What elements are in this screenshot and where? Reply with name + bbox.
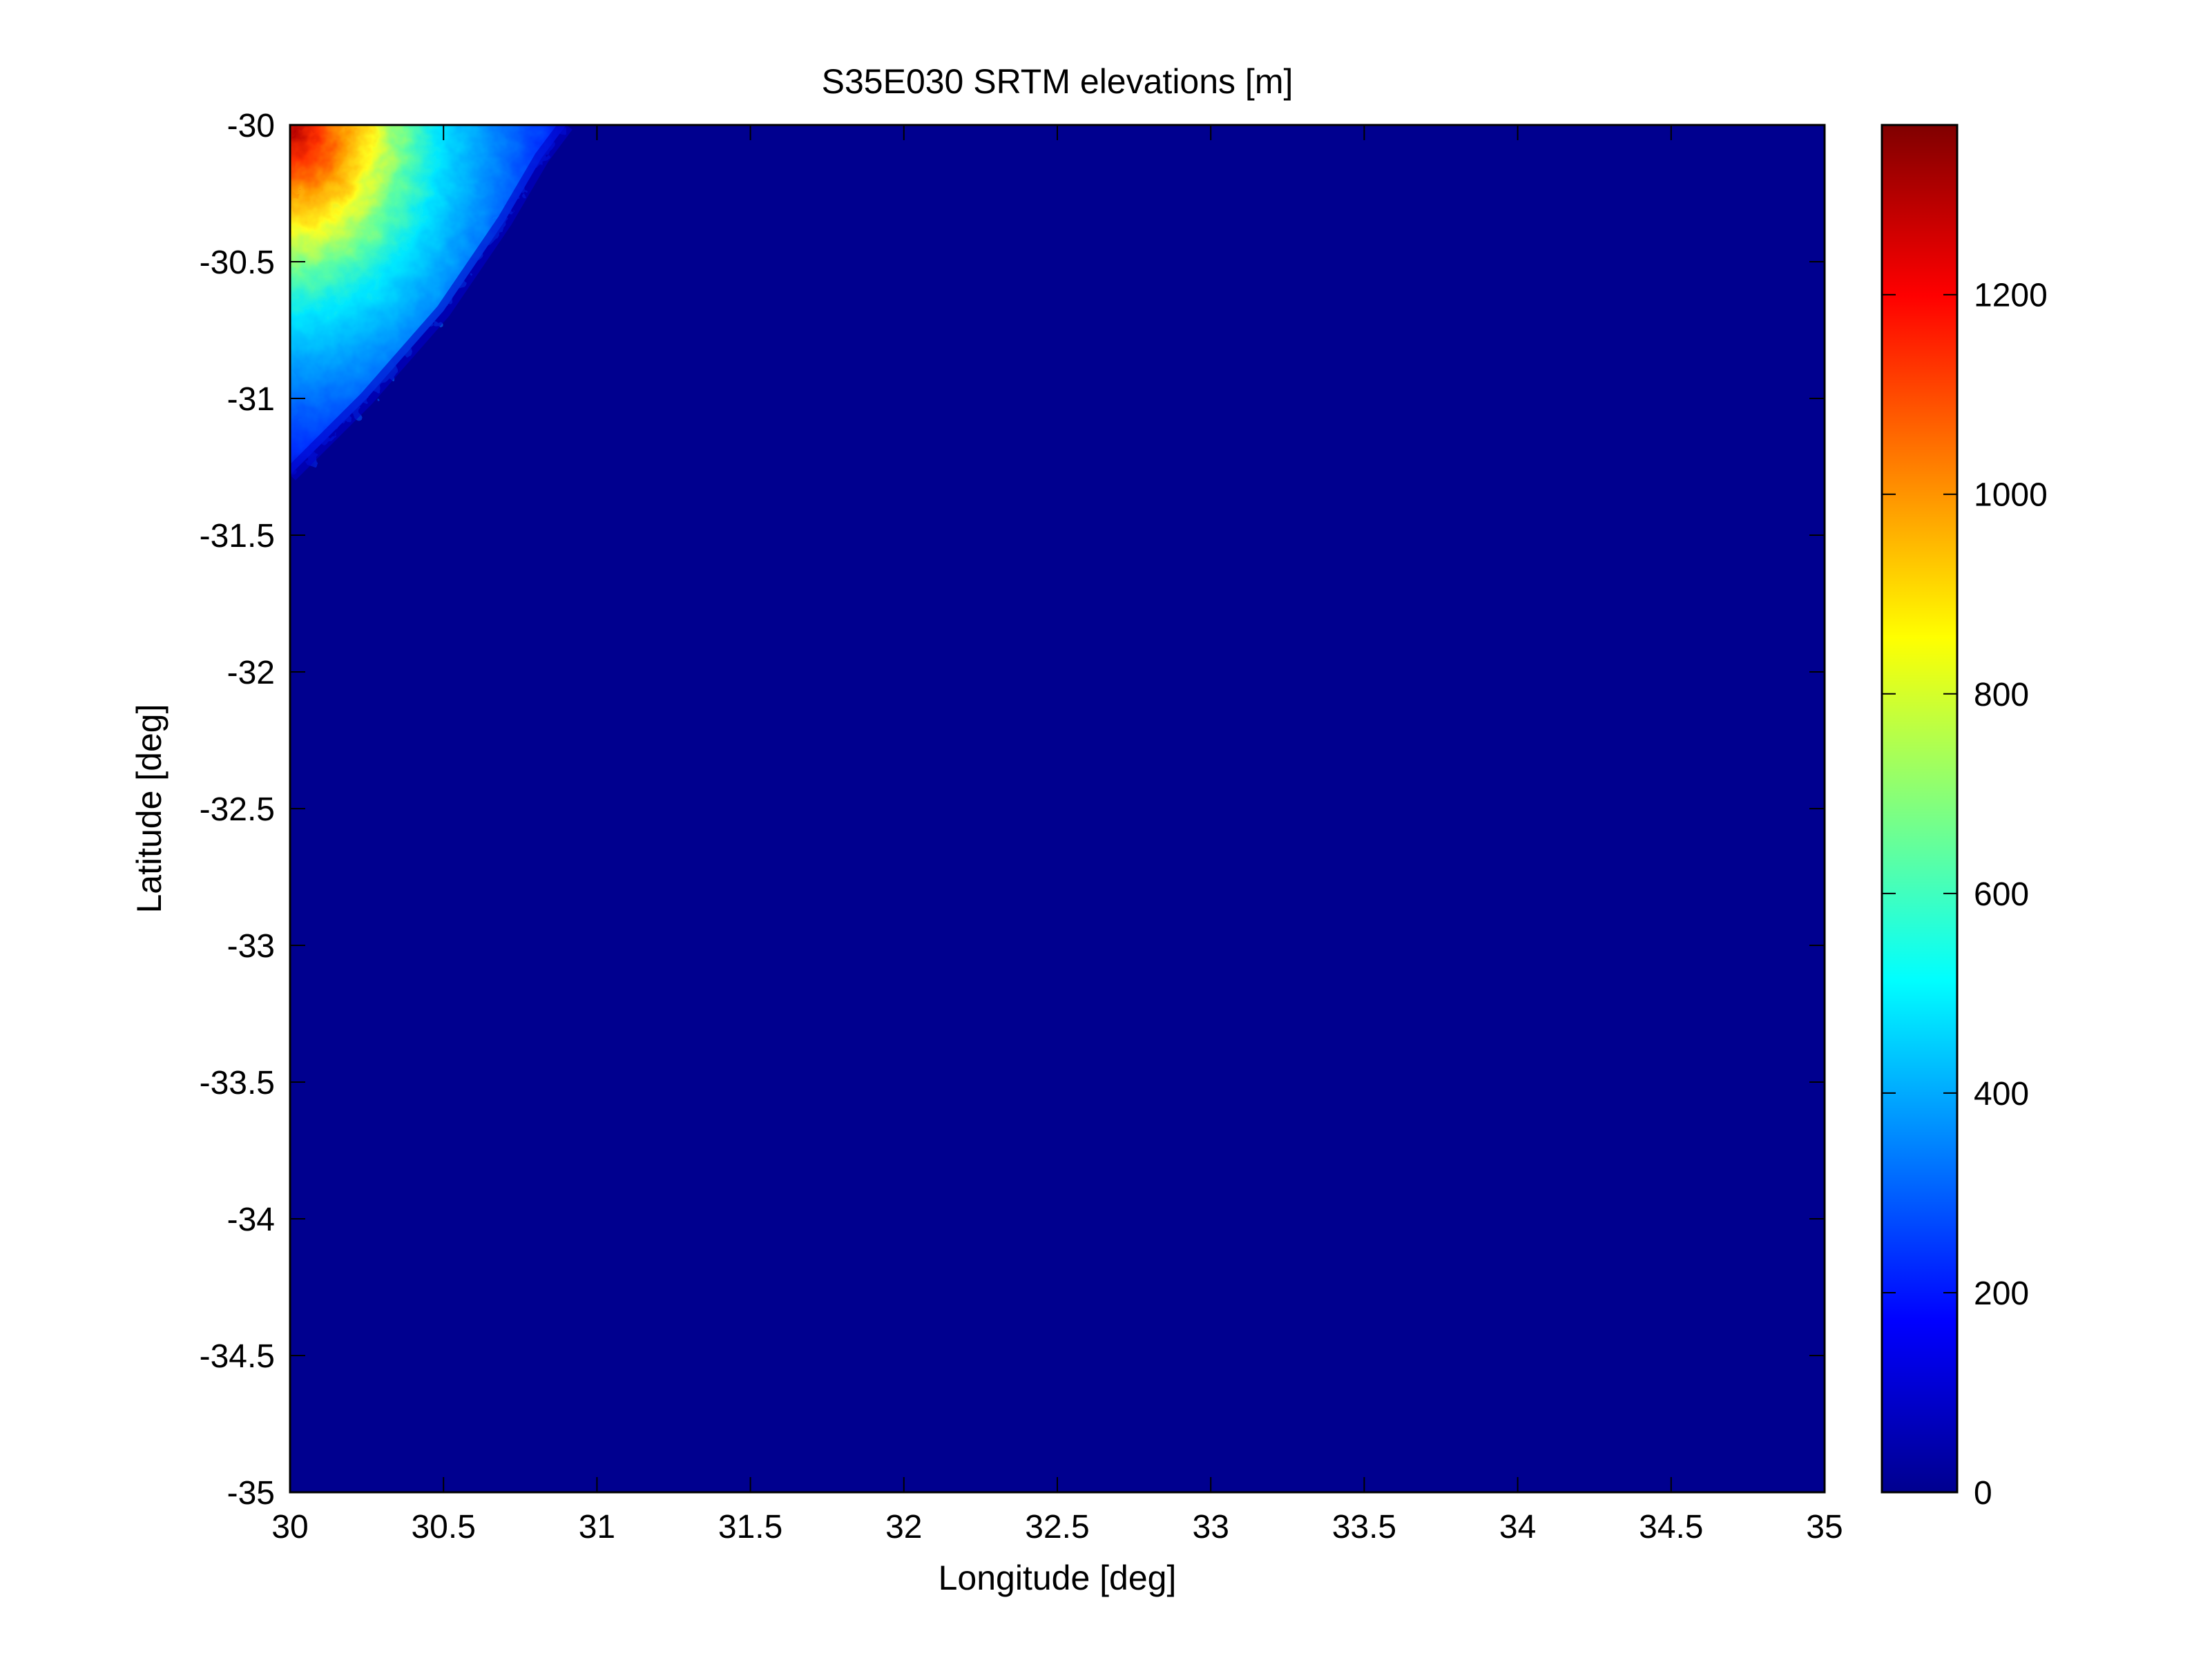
y-tick-label: -30 xyxy=(227,108,275,144)
y-axis: -30 -30.5 -31 -31.5 -32 -32.5 -33 -33.5 -34 -34.5… xyxy=(200,108,1825,1512)
x-tick-label: 31 xyxy=(579,1509,615,1545)
colorbar-tick-label: 600 xyxy=(1974,876,2029,913)
colorbar-tick-label: 200 xyxy=(1974,1275,2029,1312)
colorbar-tick-label: 800 xyxy=(1974,677,2029,713)
y-tick-label: -33.5 xyxy=(200,1065,275,1101)
x-tick-label: 32 xyxy=(885,1509,922,1545)
y-tick-label: -34.5 xyxy=(200,1338,275,1375)
x-tick-label: 31.5 xyxy=(718,1509,782,1545)
x-tick-label: 35 xyxy=(1806,1509,1843,1545)
colorbar-tick-label: 400 xyxy=(1974,1076,2029,1112)
x-tick-label: 30 xyxy=(271,1509,308,1545)
x-tick-label: 32.5 xyxy=(1025,1509,1089,1545)
x-tick-label: 33 xyxy=(1193,1509,1229,1545)
x-tick-label: 33.5 xyxy=(1332,1509,1396,1545)
x-tick-label: 34 xyxy=(1499,1509,1536,1545)
y-tick-label: -35 xyxy=(227,1475,275,1512)
y-tick-label: -32.5 xyxy=(200,791,275,828)
colorbar xyxy=(1881,124,1959,1494)
colorbar-tick-label: 0 xyxy=(1974,1475,1992,1512)
x-axis: 30 30.5 31 31.5 32 32.5 33 33.5 34 34.5 35 xyxy=(271,125,1843,1545)
y-tick-label: -31 xyxy=(227,381,275,418)
colorbar-ticks: 0 200 400 600 800 1000 1200 xyxy=(1882,278,2048,1512)
y-tick-label: -31.5 xyxy=(200,518,275,555)
plot-area xyxy=(290,125,1825,1492)
land-region xyxy=(290,125,573,481)
y-tick-label: -34 xyxy=(227,1202,275,1238)
colorbar-tick-label: 1000 xyxy=(1974,477,2048,514)
y-tick-label: -30.5 xyxy=(200,244,275,281)
x-tick-label: 34.5 xyxy=(1639,1509,1703,1545)
terrain-texture xyxy=(290,125,566,475)
colorbar-tick-label: 1200 xyxy=(1974,278,2048,314)
y-tick-label: -33 xyxy=(227,928,275,965)
chart-title: S35E030 SRTM elevations [m] xyxy=(822,62,1293,101)
y-axis-label: Latitude [deg] xyxy=(130,704,169,913)
coastline xyxy=(290,125,573,481)
y-tick-label: -32 xyxy=(227,655,275,691)
x-axis-label: Longitude [deg] xyxy=(939,1559,1177,1597)
x-tick-label: 30.5 xyxy=(411,1509,475,1545)
